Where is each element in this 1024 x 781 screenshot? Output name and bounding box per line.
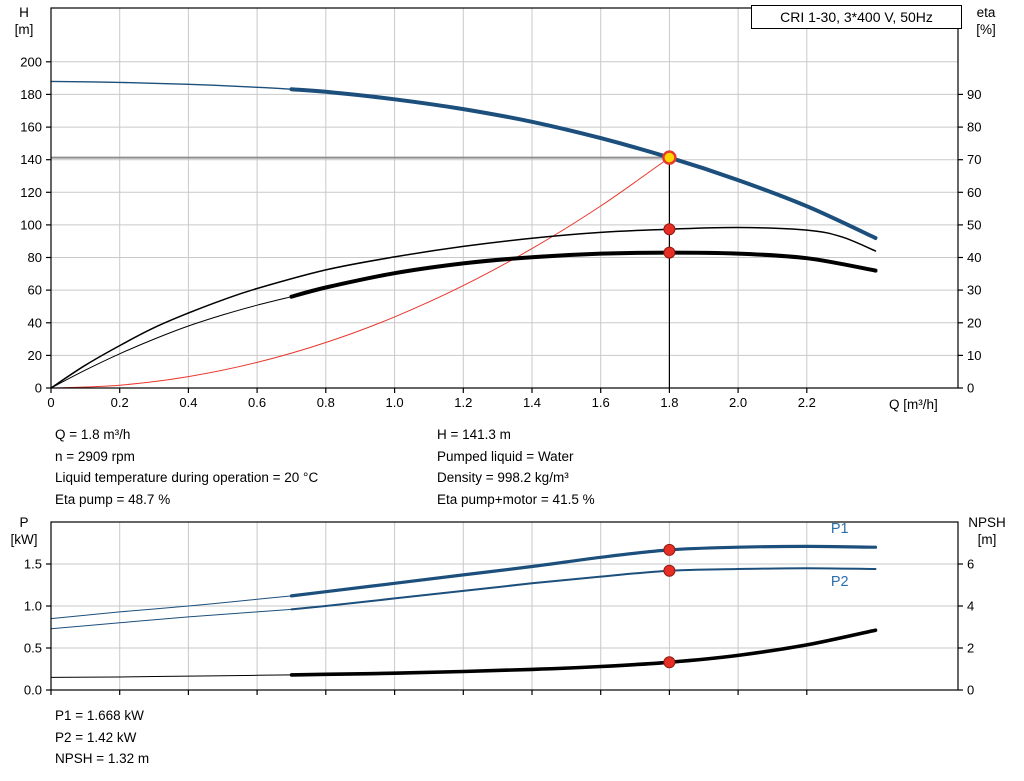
npsh-axis-title: NPSH [m] bbox=[958, 514, 1016, 548]
info-line-n: n = 2909 rpm bbox=[55, 448, 135, 464]
operating-info-right: H = 141.3 m Pumped liquid = Water Densit… bbox=[437, 424, 595, 510]
duty-point bbox=[662, 150, 677, 165]
svg-text:40: 40 bbox=[28, 315, 42, 330]
eta-axis-title: eta [%] bbox=[964, 4, 1008, 38]
results-info: P1 = 1.668 kW P2 = 1.42 kW NPSH = 1.32 m bbox=[55, 705, 149, 770]
svg-text:4: 4 bbox=[967, 599, 974, 614]
p1-point bbox=[663, 543, 676, 556]
q-axis-title: Q [m³/h] bbox=[889, 397, 938, 412]
p-axis-title-unit: [kW] bbox=[10, 532, 38, 547]
power-npsh-chart: 0.0 0.5 1.0 1.5 0 2 4 6 P1 P2 bbox=[24, 521, 974, 698]
npsh-curve-thin bbox=[50, 674, 292, 678]
info-line-temperature: Liquid temperature during operation = 20… bbox=[55, 470, 319, 485]
h-axis-title: H [m] bbox=[4, 4, 44, 38]
info-line-liquid: Pumped liquid = Water bbox=[437, 448, 574, 464]
eta-axis-title-symbol: eta bbox=[976, 5, 996, 20]
svg-text:0.0: 0.0 bbox=[24, 683, 42, 698]
svg-text:80: 80 bbox=[967, 120, 981, 135]
svg-text:120: 120 bbox=[20, 185, 42, 200]
svg-text:20: 20 bbox=[967, 315, 981, 330]
svg-text:70: 70 bbox=[967, 152, 981, 167]
svg-text:40: 40 bbox=[967, 250, 981, 265]
eta-pump-motor-point bbox=[663, 246, 676, 259]
svg-text:30: 30 bbox=[967, 283, 981, 298]
svg-text:90: 90 bbox=[967, 87, 981, 102]
eta-pump-point bbox=[663, 223, 676, 236]
svg-text:0: 0 bbox=[967, 381, 974, 396]
svg-text:1.4: 1.4 bbox=[523, 395, 541, 410]
svg-text:1.8: 1.8 bbox=[660, 395, 678, 410]
svg-text:1.6: 1.6 bbox=[592, 395, 610, 410]
svg-text:80: 80 bbox=[28, 250, 42, 265]
npsh-curve bbox=[289, 628, 878, 677]
head-eta-chart: 0 0.2 0.4 0.6 0.8 1.0 1.2 1.4 1.6 1.8 2.0 2.2 0 20 40 6… bbox=[20, 7, 981, 410]
svg-text:0.6: 0.6 bbox=[248, 395, 266, 410]
gridlines bbox=[51, 8, 958, 388]
p-axis-title: P [kW] bbox=[2, 514, 46, 548]
svg-text:0: 0 bbox=[967, 683, 974, 698]
system-curve bbox=[50, 157, 670, 389]
head-curve bbox=[289, 87, 878, 240]
svg-text:2.0: 2.0 bbox=[729, 395, 747, 410]
svg-text:140: 140 bbox=[20, 152, 42, 167]
h-axis-title-unit: [m] bbox=[14, 22, 34, 37]
eta-pump-motor-curve-thin bbox=[50, 296, 292, 389]
gridlines bbox=[51, 522, 958, 690]
svg-text:6: 6 bbox=[967, 557, 974, 572]
info-line-p2: P2 = 1.42 kW bbox=[55, 729, 137, 745]
svg-text:180: 180 bbox=[20, 87, 42, 102]
npsh-point bbox=[663, 656, 676, 669]
svg-text:100: 100 bbox=[20, 217, 42, 232]
p2-curve bbox=[290, 567, 877, 611]
info-line-density: Density = 998.2 kg/m³ bbox=[437, 470, 569, 485]
info-line-npsh: NPSH = 1.32 m bbox=[55, 751, 150, 766]
p1-curve-thin bbox=[50, 595, 292, 620]
svg-text:1.0: 1.0 bbox=[386, 395, 404, 410]
svg-text:0.4: 0.4 bbox=[179, 395, 197, 410]
info-line-eta-pump-motor: Eta pump+motor = 41.5 % bbox=[437, 491, 595, 507]
svg-text:1.2: 1.2 bbox=[454, 395, 472, 410]
p2-label: P2 bbox=[831, 574, 849, 590]
svg-text:160: 160 bbox=[20, 120, 42, 135]
eta-pump-curve bbox=[50, 226, 877, 389]
chart-title-box: CRI 1-30, 3*400 V, 50Hz bbox=[751, 5, 962, 29]
p2-curve-thin bbox=[50, 608, 292, 630]
info-line-p1: P1 = 1.668 kW bbox=[55, 708, 144, 723]
svg-text:1.5: 1.5 bbox=[24, 557, 42, 572]
npsh-axis-title-unit: [m] bbox=[977, 532, 997, 547]
p-axis-title-symbol: P bbox=[19, 515, 29, 530]
p1-label: P1 bbox=[831, 521, 849, 537]
svg-text:10: 10 bbox=[967, 348, 981, 363]
svg-text:60: 60 bbox=[28, 283, 42, 298]
info-line-eta-pump: Eta pump = 48.7 % bbox=[55, 491, 171, 507]
svg-text:200: 200 bbox=[20, 54, 42, 69]
svg-text:0: 0 bbox=[35, 381, 42, 396]
svg-text:20: 20 bbox=[28, 348, 42, 363]
plot-border bbox=[50, 7, 959, 389]
npsh-axis-title-symbol: NPSH bbox=[968, 515, 1006, 530]
axis-ticks bbox=[46, 563, 963, 695]
axis-ticks bbox=[46, 61, 963, 393]
svg-text:0.2: 0.2 bbox=[111, 395, 129, 410]
svg-text:1.0: 1.0 bbox=[24, 599, 42, 614]
eta-axis-title-unit: [%] bbox=[976, 22, 996, 37]
info-line-q: Q = 1.8 m³/h bbox=[55, 427, 131, 442]
svg-text:0.8: 0.8 bbox=[317, 395, 335, 410]
svg-text:2: 2 bbox=[967, 641, 974, 656]
svg-text:60: 60 bbox=[967, 185, 981, 200]
svg-text:0.5: 0.5 bbox=[24, 641, 42, 656]
axis-tick-labels: 0 0.2 0.4 0.6 0.8 1.0 1.2 1.4 1.6 1.8 2.0 2.2 0 20 40 6… bbox=[20, 54, 981, 410]
operating-info-left: Q = 1.8 m³/h n = 2909 rpm Liquid tempera… bbox=[55, 424, 318, 510]
p2-point bbox=[663, 564, 676, 577]
svg-text:2.2: 2.2 bbox=[798, 395, 816, 410]
axis-tick-labels: 0.0 0.5 1.0 1.5 0 2 4 6 bbox=[24, 557, 974, 698]
eta-pump-motor-curve bbox=[289, 250, 878, 299]
svg-text:50: 50 bbox=[967, 217, 981, 232]
head-curve-thin bbox=[50, 80, 293, 90]
p1-curve bbox=[289, 544, 878, 598]
h-axis-title-symbol: H bbox=[19, 5, 29, 20]
info-line-h: H = 141.3 m bbox=[437, 427, 511, 442]
svg-text:0: 0 bbox=[47, 395, 54, 410]
